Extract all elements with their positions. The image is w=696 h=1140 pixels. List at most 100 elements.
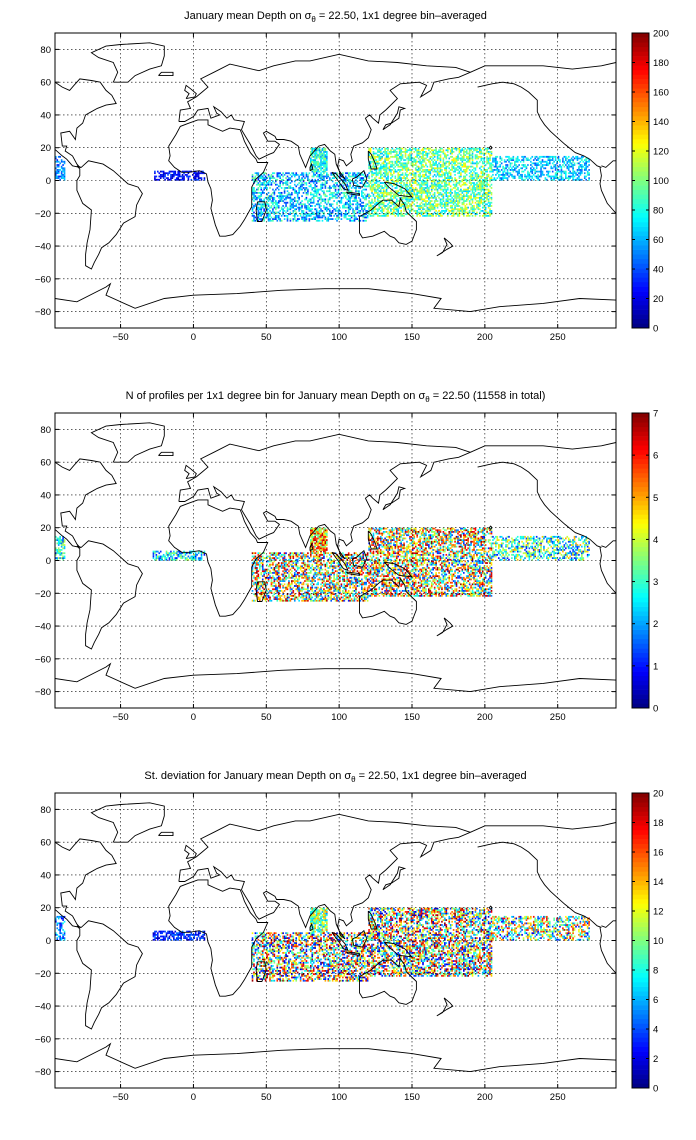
- data-cell: [251, 573, 254, 576]
- data-cell: [184, 173, 187, 176]
- data-cell: [419, 188, 421, 191]
- data-cell: [365, 213, 367, 216]
- data-cell: [251, 570, 254, 573]
- data-cell: [385, 165, 388, 168]
- data-cell: [451, 177, 453, 180]
- data-cell: [404, 151, 407, 153]
- data-cell: [420, 152, 423, 155]
- data-cell: [257, 573, 260, 576]
- data-cell: [446, 201, 449, 204]
- data-cell: [328, 196, 331, 199]
- data-cell: [57, 544, 60, 546]
- data-cell: [167, 552, 169, 555]
- data-cell: [573, 170, 576, 173]
- data-cell: [324, 550, 327, 553]
- data-cell: [409, 155, 411, 158]
- data-cell: [302, 187, 305, 189]
- data-cell: [251, 213, 254, 216]
- data-cell: [320, 540, 322, 543]
- data-cell: [312, 165, 315, 168]
- data-cell: [511, 157, 513, 160]
- data-cell: [467, 191, 469, 194]
- data-cell: [407, 201, 410, 204]
- data-cell: [366, 214, 369, 217]
- data-cell: [428, 213, 430, 216]
- data-cell: [372, 160, 375, 163]
- data-cell: [273, 191, 276, 194]
- data-cell: [59, 552, 61, 555]
- data-cell: [505, 155, 507, 158]
- data-cell: [425, 196, 427, 199]
- colorbar-swatch: [632, 139, 649, 144]
- data-cell: [312, 190, 315, 193]
- data-cell: [378, 159, 381, 161]
- data-cell: [312, 196, 315, 199]
- data-cell: [492, 178, 494, 181]
- data-cell: [463, 196, 465, 199]
- data-cell: [302, 178, 305, 181]
- colorbar-swatch: [632, 235, 649, 241]
- data-cell: [388, 167, 391, 170]
- data-cell: [267, 560, 270, 563]
- data-cell: [165, 172, 168, 175]
- data-cell: [391, 211, 394, 214]
- data-cell: [516, 173, 519, 176]
- data-cell: [320, 188, 322, 191]
- data-cell: [256, 578, 258, 581]
- data-cell: [155, 178, 158, 181]
- data-cell: [404, 203, 407, 206]
- data-cell: [261, 590, 264, 592]
- data-cell: [273, 196, 276, 199]
- data-cell: [321, 173, 324, 176]
- data-cell: [60, 175, 63, 178]
- data-cell: [506, 169, 509, 171]
- data-cell: [585, 178, 588, 181]
- data-cell: [253, 218, 255, 220]
- data-cell: [460, 173, 462, 176]
- data-cell: [384, 165, 386, 168]
- data-cell: [572, 169, 574, 171]
- data-cell: [189, 550, 191, 553]
- data-cell: [480, 155, 483, 158]
- data-cell: [451, 178, 453, 181]
- data-cell: [304, 205, 306, 207]
- colorbar-tick-label: 60: [653, 235, 664, 246]
- data-cell: [308, 206, 311, 209]
- data-cell: [384, 167, 386, 170]
- data-cell: [346, 218, 349, 220]
- data-cell: [570, 157, 573, 160]
- data-cell: [293, 200, 296, 202]
- data-cell: [279, 210, 282, 212]
- data-cell: [62, 555, 64, 558]
- data-cell: [304, 177, 306, 180]
- data-cell: [56, 542, 59, 545]
- data-cell: [371, 175, 373, 178]
- data-cell: [509, 172, 512, 175]
- data-cell: [359, 219, 362, 222]
- data-cell: [397, 172, 400, 175]
- data-cell: [442, 149, 445, 152]
- data-cell: [430, 205, 433, 207]
- data-cell: [423, 175, 426, 178]
- data-cell: [464, 172, 467, 175]
- data-cell: [286, 196, 289, 199]
- data-cell: [301, 211, 303, 214]
- data-cell: [566, 165, 569, 168]
- data-cell: [490, 164, 493, 166]
- data-cell: [283, 210, 286, 212]
- data-cell: [550, 155, 553, 158]
- colorbar-swatch: [632, 226, 649, 232]
- data-cell: [183, 178, 185, 181]
- data-cell: [308, 210, 311, 212]
- data-cell: [535, 164, 538, 166]
- data-cell: [512, 177, 515, 180]
- colorbar-tick-label: 100: [653, 176, 669, 187]
- data-cell: [432, 187, 435, 189]
- data-cell: [515, 170, 518, 173]
- data-cell: [548, 159, 551, 161]
- data-cell: [464, 195, 467, 198]
- data-cell: [178, 553, 181, 556]
- data-cell: [254, 216, 257, 219]
- data-cell: [270, 196, 273, 199]
- coastline: [255, 201, 267, 222]
